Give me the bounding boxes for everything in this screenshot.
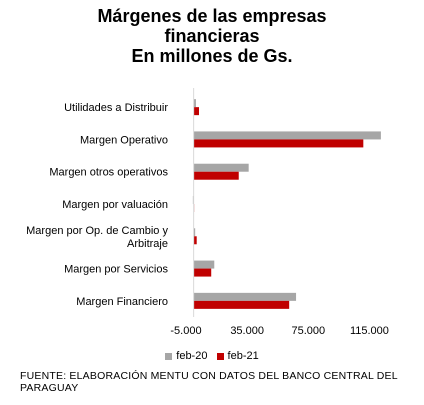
legend-swatch-feb-21	[216, 352, 224, 360]
category-label-margen-financiero: Margen Financiero	[76, 296, 168, 308]
chart-title-line-3: En millones de Gs.	[131, 46, 293, 66]
x-tick-labels: -5.000 35.000 75.000 115.000	[170, 325, 389, 337]
legend: feb-20 feb-21	[0, 350, 424, 363]
bar-margen-por-op-de-cambio-y-arbitraje-feb-20	[193, 228, 196, 237]
legend-label-feb-20: feb-20	[176, 350, 208, 362]
bar-margen-operativo-feb-21	[193, 139, 364, 148]
source-note: FUENTE: ELABORACIÓN MENTU CON DATOS DEL …	[20, 370, 398, 394]
x-tick-label-5-000: -5.000	[170, 325, 201, 337]
category-label-margen-por-valuacion: Margen por valuación	[62, 199, 168, 211]
legend-item-feb-21: feb-21	[216, 350, 259, 362]
bar-margen-por-servicios-feb-21	[193, 268, 212, 277]
category-label-margen-operativo: Margen Operativo	[80, 134, 168, 146]
bar-margen-otros-operativos-feb-20	[193, 163, 249, 172]
bar-margen-financiero-feb-21	[193, 300, 290, 309]
bar-margen-financiero-feb-20	[193, 292, 297, 301]
legend-item-feb-20: feb-20	[165, 350, 207, 362]
x-tick-label-35-000: 35.000	[230, 325, 264, 337]
legend-label-feb-21: feb-21	[227, 350, 259, 362]
bar-margen-por-servicios-feb-20	[193, 260, 215, 269]
category-label-margen-por-servicios: Margen por Servicios	[64, 264, 168, 276]
bar-margen-operativo-feb-20	[193, 131, 381, 140]
bar-utilidades-a-distribuir-feb-21	[193, 107, 199, 116]
legend-swatch-feb-20	[165, 352, 173, 360]
category-label-margen-otros-operativos: Margen otros operativos	[49, 167, 168, 179]
bar-margen-por-op-de-cambio-y-arbitraje-feb-21	[193, 236, 197, 245]
chart-title-line-2: financieras	[164, 26, 260, 46]
bar-margen-otros-operativos-feb-21	[193, 171, 239, 180]
category-labels: Utilidades a Distribuir Margen Operativo M…	[26, 102, 168, 308]
chart-title-line-1: Márgenes de las empresas	[97, 6, 327, 26]
category-label-utilidades-a-distribuir: Utilidades a Distribuir	[64, 102, 168, 114]
bar-utilidades-a-distribuir-feb-20	[193, 99, 196, 108]
bars	[192, 99, 381, 309]
chart-title: Márgenes de las empresas financieras En …	[0, 6, 424, 66]
x-tick-label-75-000: 75.000	[291, 325, 325, 337]
x-tick-label-115-000: 115.000	[350, 325, 389, 337]
category-label-margen-por-op-de-cambio-y-arbitraje: Margen por Op. de Cambio y Arbitraje	[26, 225, 168, 250]
